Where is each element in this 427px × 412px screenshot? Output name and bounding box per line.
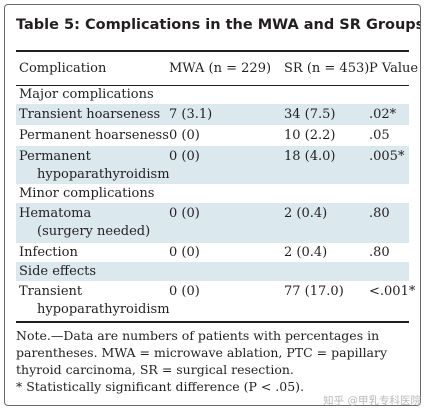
watermark: 知乎 @甲乳专科医院 (323, 395, 421, 407)
cell-mwa: 0 (0) (169, 284, 200, 299)
table-row: Permanent 0 (0) 18 (4.0) .005* hypoparathyro… (16, 146, 409, 184)
header-mwa: MWA (n = 229) (169, 61, 272, 76)
cell-p-value: <.001* (369, 284, 416, 299)
table-title: Table 5: Complications in the MWA and SR… (16, 17, 421, 33)
row-label: Minor complications (19, 186, 155, 201)
cell-p-value: .02* (369, 107, 397, 122)
row-label: Hematoma (19, 206, 92, 221)
table-row: Transient 0 (0) 77 (17.0) <.001* hypoparathy… (16, 281, 415, 321)
cell-p-value: .80 (369, 206, 390, 221)
table-notes: Note.—Data are numbers of patients with … (16, 327, 411, 395)
section-row: Major complications (16, 86, 409, 104)
note-line-4: * Statistically significant difference (… (16, 379, 305, 394)
row-label-continued: hypoparathyroidism (37, 302, 170, 317)
header-complication: Complication (19, 61, 107, 76)
row-label: Transient hoarseness (19, 107, 161, 122)
header-rule (16, 85, 409, 86)
header-sr: SR (n = 453) (284, 61, 370, 76)
row-label: Infection (19, 245, 78, 260)
row-label: Major complications (19, 87, 154, 102)
cell-sr: 2 (0.4) (284, 245, 328, 260)
table-row: Infection 0 (0) 2 (0.4) .80 (16, 243, 409, 262)
row-label: Side effects (19, 264, 97, 279)
section-row: Side effects (16, 262, 409, 281)
cell-mwa: 0 (0) (169, 128, 200, 143)
cell-mwa: 0 (0) (169, 206, 200, 221)
row-label: Permanent hoarseness (19, 128, 169, 143)
table-row: Transient hoarseness 7 (3.1) 34 (7.5) .02* (16, 104, 409, 125)
header-p-value: P Value (369, 61, 419, 76)
row-label: Transient (19, 284, 83, 299)
row-label-continued: hypoparathyroidism (37, 167, 170, 182)
cell-mwa: 0 (0) (169, 245, 200, 260)
row-label: Permanent (19, 149, 91, 164)
cell-p-value: .005* (369, 149, 405, 164)
cell-sr: 10 (2.2) (284, 128, 336, 143)
cell-p-value: .05 (369, 128, 390, 143)
note-line-3: thyroid carcinoma, SR = surgical resecti… (16, 362, 294, 377)
note-line-1: Note.—Data are numbers of patients with … (16, 328, 380, 343)
cell-sr: 18 (4.0) (284, 149, 336, 164)
row-label-continued: (surgery needed) (37, 224, 151, 239)
cell-sr: 2 (0.4) (284, 206, 328, 221)
cell-mwa: 0 (0) (169, 149, 200, 164)
cell-p-value: .80 (369, 245, 390, 260)
cell-sr: 34 (7.5) (284, 107, 336, 122)
section-row: Minor complications (16, 184, 409, 203)
bottom-rule (16, 321, 409, 323)
cell-sr: 77 (17.0) (284, 284, 344, 299)
table-row: Permanent hoarseness 0 (0) 10 (2.2) .05 (16, 125, 409, 146)
table-card: Table 5: Complications in the MWA and SR… (4, 4, 421, 406)
note-line-2: parentheses. MWA = microwave ablation, P… (16, 345, 388, 360)
cell-mwa: 7 (3.1) (169, 107, 213, 122)
table-row: Hematoma 0 (0) 2 (0.4) .80 (surgery needed) (16, 203, 409, 243)
top-rule (16, 50, 409, 52)
